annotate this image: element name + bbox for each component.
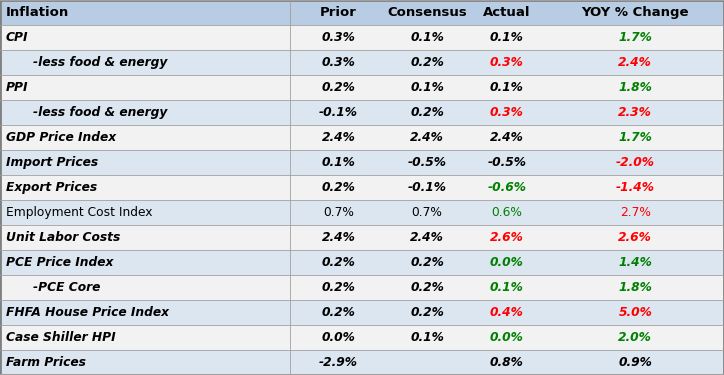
Text: FHFA House Price Index: FHFA House Price Index (6, 306, 169, 319)
Text: -less food & energy: -less food & energy (33, 106, 167, 119)
Text: 0.2%: 0.2% (321, 281, 355, 294)
Text: -0.6%: -0.6% (487, 181, 526, 194)
Text: 0.3%: 0.3% (490, 106, 523, 119)
Text: 0.1%: 0.1% (411, 81, 444, 94)
Text: 2.4%: 2.4% (411, 231, 444, 244)
Text: 0.2%: 0.2% (321, 306, 355, 319)
Text: 0.1%: 0.1% (490, 281, 523, 294)
Text: Farm Prices: Farm Prices (6, 356, 85, 369)
Text: 0.9%: 0.9% (618, 356, 652, 369)
Bar (0, 200, 724, 225)
Text: 0.1%: 0.1% (490, 31, 523, 44)
Text: 5.0%: 5.0% (618, 306, 652, 319)
Text: -0.5%: -0.5% (487, 156, 526, 169)
Bar (0, 0, 724, 25)
Bar (0, 175, 724, 200)
Text: 2.4%: 2.4% (411, 131, 444, 144)
Text: 0.0%: 0.0% (490, 331, 523, 344)
Text: 2.3%: 2.3% (618, 106, 652, 119)
Text: PCE Price Index: PCE Price Index (6, 256, 113, 269)
Text: -0.5%: -0.5% (408, 156, 447, 169)
Text: 0.2%: 0.2% (411, 306, 444, 319)
Text: -PCE Core: -PCE Core (33, 281, 100, 294)
Text: 0.2%: 0.2% (321, 256, 355, 269)
Text: Case Shiller HPI: Case Shiller HPI (6, 331, 115, 344)
Text: 1.7%: 1.7% (618, 31, 652, 44)
Text: -2.0%: -2.0% (616, 156, 654, 169)
Text: -2.9%: -2.9% (319, 356, 358, 369)
Bar (0, 125, 724, 150)
Text: 0.3%: 0.3% (321, 31, 355, 44)
Text: Export Prices: Export Prices (6, 181, 97, 194)
Text: 2.0%: 2.0% (618, 331, 652, 344)
Text: 2.4%: 2.4% (321, 231, 355, 244)
Bar (0, 25, 724, 50)
Text: Prior: Prior (320, 6, 357, 19)
Text: 0.3%: 0.3% (490, 56, 523, 69)
Text: 1.8%: 1.8% (618, 81, 652, 94)
Text: 0.2%: 0.2% (411, 56, 444, 69)
Text: 2.4%: 2.4% (490, 131, 523, 144)
Text: -0.1%: -0.1% (319, 106, 358, 119)
Text: 2.7%: 2.7% (620, 206, 651, 219)
Text: Inflation: Inflation (6, 6, 69, 19)
Text: 0.1%: 0.1% (321, 156, 355, 169)
Bar (0, 150, 724, 175)
Text: 1.4%: 1.4% (618, 256, 652, 269)
Text: 0.2%: 0.2% (321, 181, 355, 194)
Text: 0.8%: 0.8% (490, 356, 523, 369)
Text: 0.2%: 0.2% (321, 81, 355, 94)
Bar (0, 350, 724, 375)
Text: 1.7%: 1.7% (618, 131, 652, 144)
Bar (0, 250, 724, 275)
Bar (0, 75, 724, 100)
Bar (0, 100, 724, 125)
Bar (0, 225, 724, 250)
Text: 0.7%: 0.7% (323, 206, 354, 219)
Text: 0.0%: 0.0% (490, 256, 523, 269)
Bar (0, 275, 724, 300)
Text: 2.6%: 2.6% (490, 231, 523, 244)
Text: 0.6%: 0.6% (492, 206, 522, 219)
Text: 0.4%: 0.4% (490, 306, 523, 319)
Text: 2.4%: 2.4% (618, 56, 652, 69)
Text: 0.1%: 0.1% (411, 31, 444, 44)
Text: Actual: Actual (483, 6, 531, 19)
Bar (0, 50, 724, 75)
Text: Consensus: Consensus (387, 6, 467, 19)
Text: 2.6%: 2.6% (618, 231, 652, 244)
Text: PPI: PPI (6, 81, 28, 94)
Text: 0.7%: 0.7% (412, 206, 442, 219)
Text: GDP Price Index: GDP Price Index (6, 131, 116, 144)
Text: -less food & energy: -less food & energy (33, 56, 167, 69)
Text: -1.4%: -1.4% (616, 181, 654, 194)
Text: Unit Labor Costs: Unit Labor Costs (6, 231, 120, 244)
Text: 0.1%: 0.1% (490, 81, 523, 94)
Text: YOY % Change: YOY % Change (581, 6, 689, 19)
Text: Import Prices: Import Prices (6, 156, 98, 169)
Text: 0.2%: 0.2% (411, 106, 444, 119)
Text: 0.0%: 0.0% (321, 331, 355, 344)
Text: 1.8%: 1.8% (618, 281, 652, 294)
Text: 2.4%: 2.4% (321, 131, 355, 144)
Text: Employment Cost Index: Employment Cost Index (6, 206, 152, 219)
Text: 0.2%: 0.2% (411, 281, 444, 294)
Text: CPI: CPI (6, 31, 28, 44)
Bar (0, 325, 724, 350)
Bar (0, 300, 724, 325)
Text: 0.1%: 0.1% (411, 331, 444, 344)
Text: 0.2%: 0.2% (411, 256, 444, 269)
Text: -0.1%: -0.1% (408, 181, 447, 194)
Text: 0.3%: 0.3% (321, 56, 355, 69)
